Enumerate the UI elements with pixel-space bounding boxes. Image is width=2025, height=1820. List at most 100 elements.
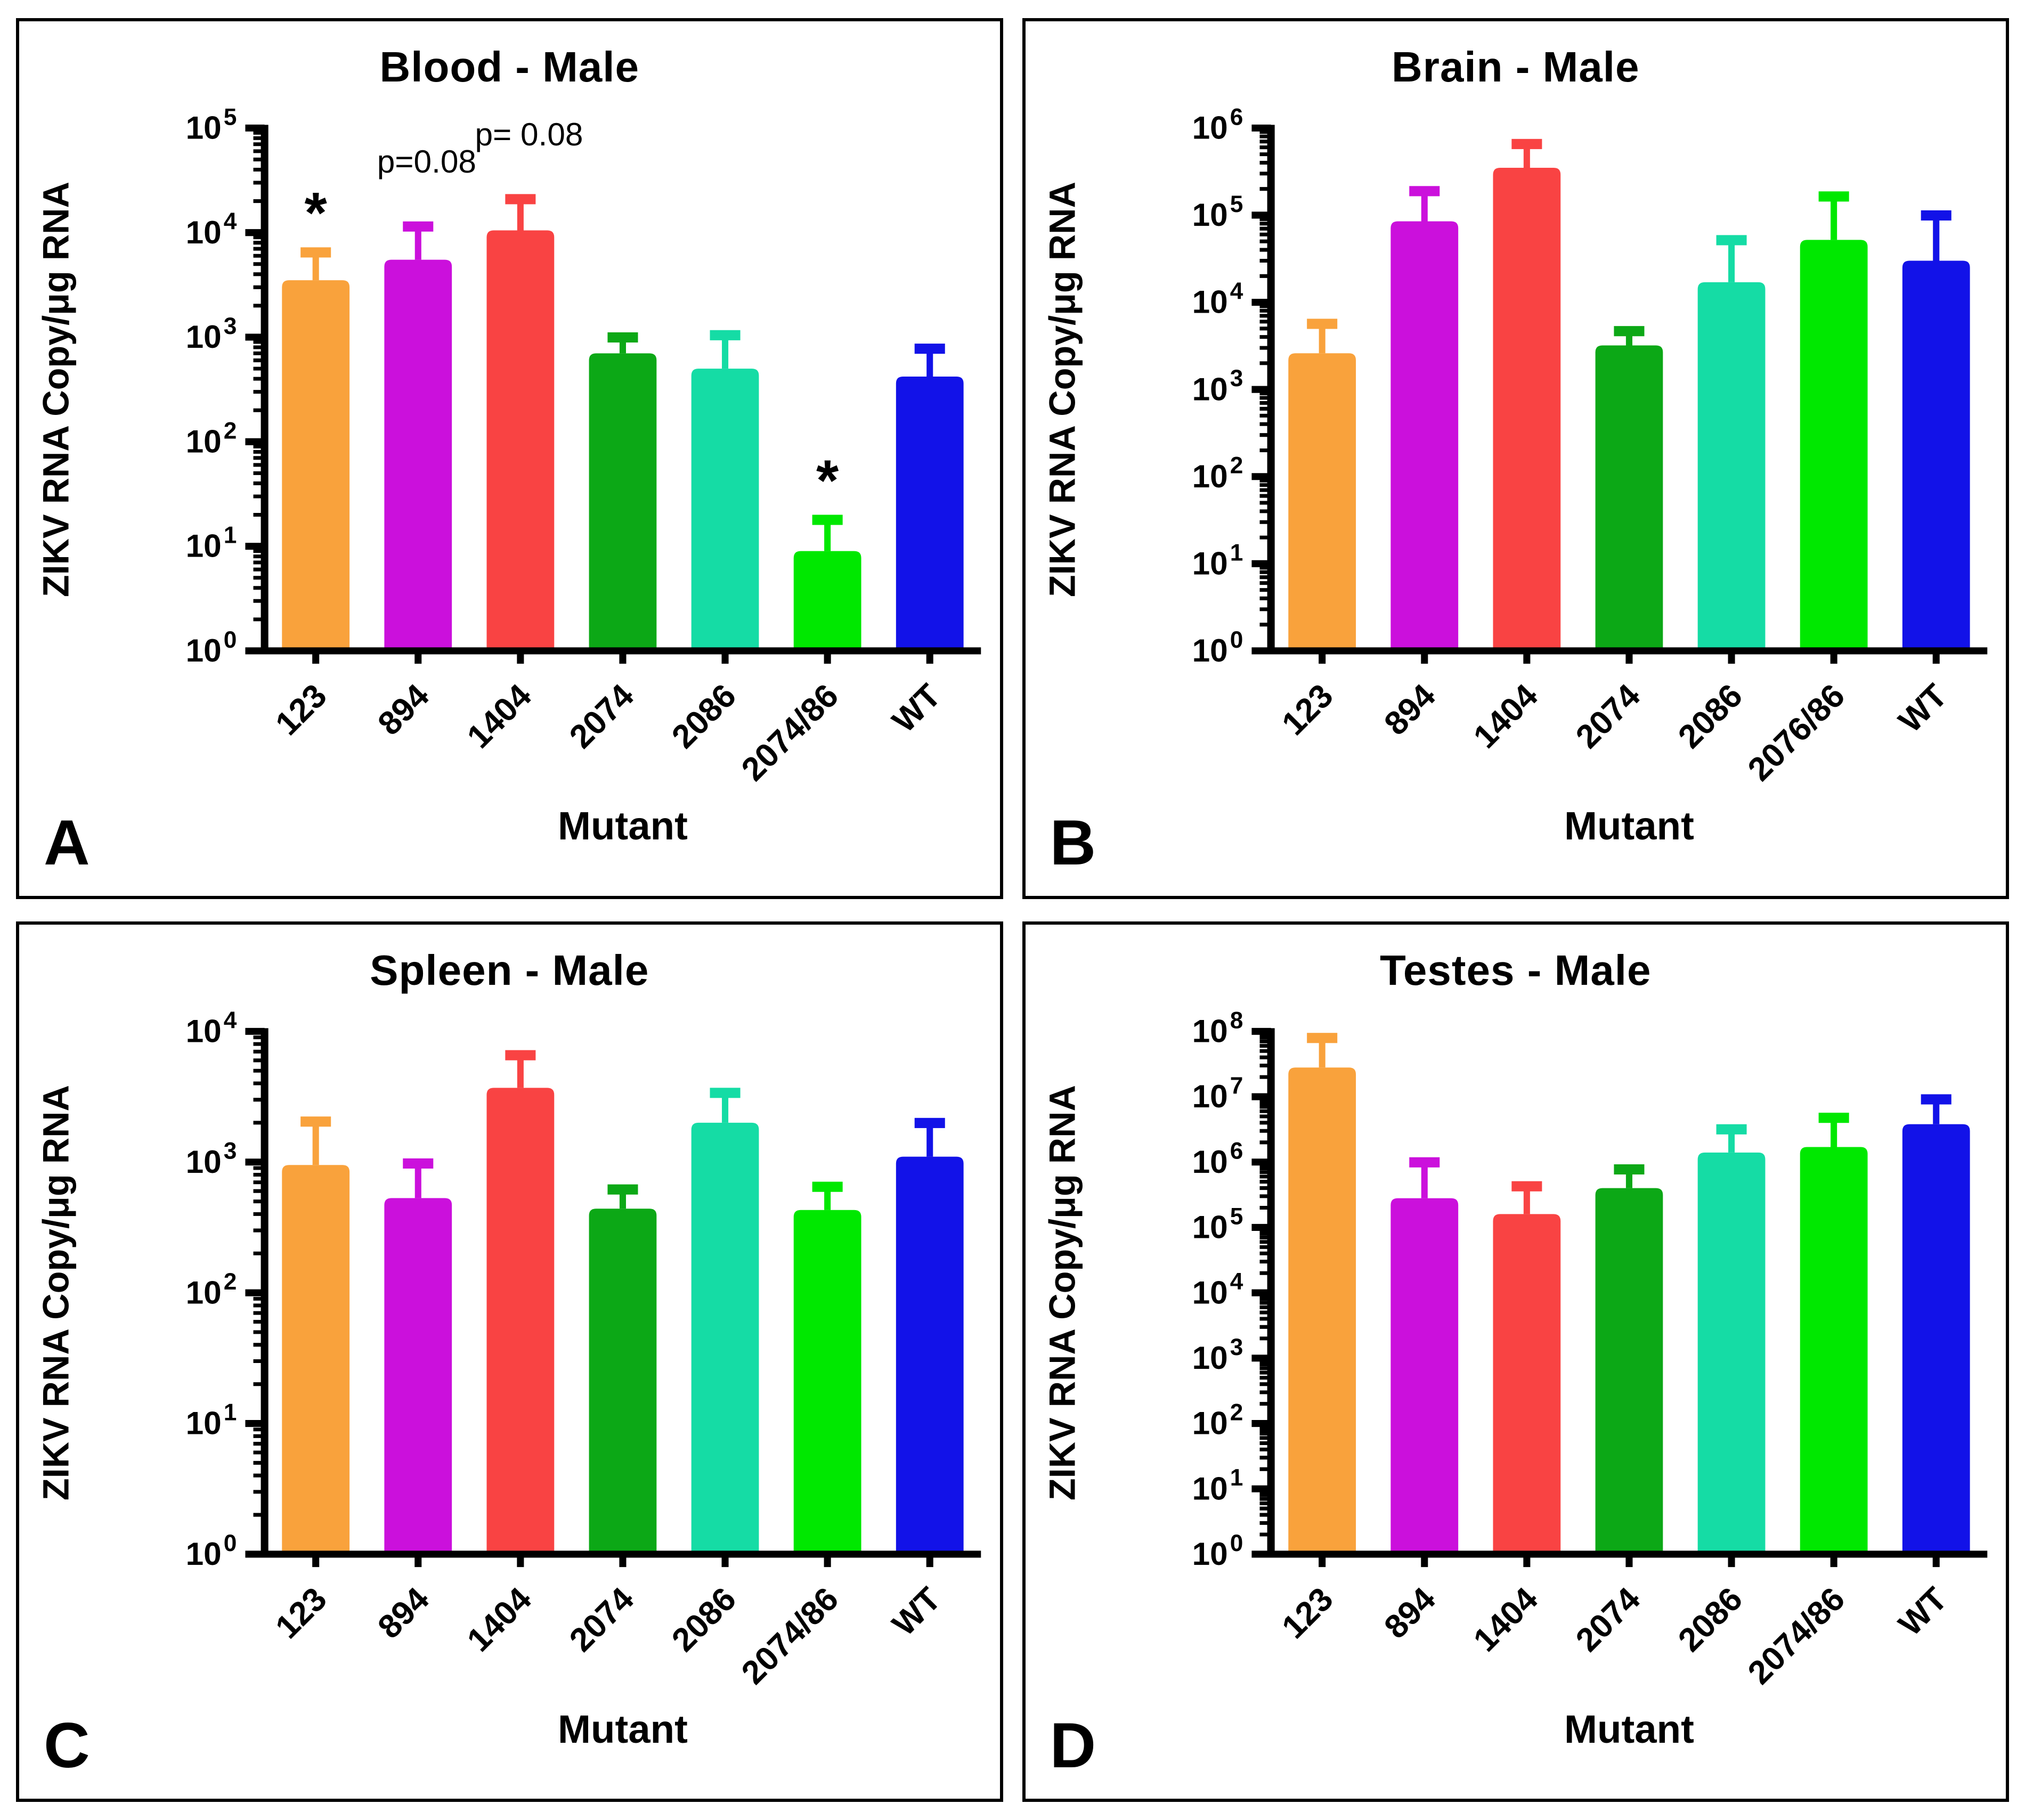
error-bar-cap <box>300 1116 331 1127</box>
y-tick-label: 105 <box>1192 191 1243 233</box>
error-bar-cap <box>1921 210 1951 221</box>
x-tick-label: 2074/86 <box>1741 1580 1852 1691</box>
panel-c: Spleen - Male 100 101 102 103 104 ZIKV RNA Co… <box>16 921 1003 1802</box>
bar <box>1697 282 1765 651</box>
panel-a: Blood - Male 100 101 102 103 104 105 ZIKV RNA … <box>16 18 1003 899</box>
y-tick-label: 104 <box>186 209 237 250</box>
error-bar-cap <box>607 332 638 343</box>
y-tick-label: 101 <box>1192 1465 1243 1506</box>
bar <box>1288 353 1356 651</box>
x-tick-label: 2086 <box>1671 1580 1750 1659</box>
bar <box>1492 1213 1560 1554</box>
x-tick-label: 2074 <box>563 1580 641 1659</box>
y-tick-label: 102 <box>1192 453 1243 494</box>
error-bar-cap <box>1613 326 1644 337</box>
p-value-label: p=0.08 <box>377 143 476 179</box>
error-bar-cap <box>1818 191 1849 202</box>
y-tick-label: 103 <box>186 313 237 355</box>
y-tick-label: 105 <box>186 104 237 145</box>
bar <box>1492 167 1560 651</box>
y-tick-label: 103 <box>1192 365 1243 407</box>
bar <box>1800 1146 1868 1554</box>
y-tick-label: 102 <box>186 418 237 459</box>
y-axis-title: ZIKV RNA Copy/μg RNA <box>1042 1085 1083 1500</box>
bar <box>1697 1152 1765 1554</box>
error-bar-cap <box>1306 319 1337 329</box>
error-bar-cap <box>1921 1093 1951 1105</box>
chart-c-svg: 100 101 102 103 104 ZIKV RNA Copy/μg RNA 123 89… <box>36 1007 981 1751</box>
y-tick-label: 103 <box>1192 1334 1243 1375</box>
bar <box>691 369 759 651</box>
x-tick-label: 123 <box>1275 678 1340 742</box>
chart-title: Testes - Male <box>1380 946 1652 994</box>
bar <box>793 1210 861 1554</box>
error-bar-cap <box>403 1158 434 1169</box>
error-bar-cap <box>403 221 434 232</box>
x-tick-label: 123 <box>269 678 334 742</box>
bar <box>691 1122 759 1554</box>
x-tick-label: 2086 <box>665 678 743 756</box>
x-tick-label: 123 <box>269 1580 334 1645</box>
panel-b: Brain - Male 100 101 102 103 104 105 106 ZIKV R… <box>1022 18 2009 899</box>
x-tick-label: WT <box>1891 1580 1954 1643</box>
x-tick-label: 2074 <box>563 677 641 755</box>
bar <box>1390 1198 1458 1554</box>
bar <box>282 1164 350 1554</box>
chart-title: Spleen - Male <box>370 946 649 994</box>
x-tick-label: 2074/86 <box>735 678 845 788</box>
bar <box>589 1208 657 1554</box>
chart-title: Brain - Male <box>1392 43 1640 91</box>
x-tick-label: 1404 <box>1467 677 1545 755</box>
bar <box>1595 345 1663 651</box>
y-tick-label: 104 <box>186 1007 237 1049</box>
y-axis-title: ZIKV RNA Copy/μg RNA <box>36 1085 77 1500</box>
y-tick-label: 101 <box>1192 540 1243 581</box>
bar <box>1902 260 1970 651</box>
error-bar-cap <box>1306 1032 1337 1043</box>
y-tick-label: 100 <box>186 627 237 668</box>
y-tick-label: 105 <box>1192 1203 1243 1245</box>
chart-title: Blood - Male <box>379 43 640 91</box>
bar <box>486 1087 555 1554</box>
error-bar-cap <box>1511 138 1542 149</box>
error-bar-cap <box>710 1087 741 1098</box>
x-tick-label: 894 <box>1377 1580 1443 1646</box>
error-bar-cap <box>1716 235 1747 246</box>
panel-letter: B <box>1050 806 1096 878</box>
error-bar-cap <box>505 1050 536 1060</box>
x-tick-label: 2074 <box>1569 677 1647 755</box>
y-tick-label: 100 <box>1192 627 1243 668</box>
x-tick-label: 2074 <box>1569 1580 1647 1659</box>
x-axis-title: Mutant <box>1564 1707 1694 1751</box>
y-tick-label: 100 <box>186 1530 237 1571</box>
bar <box>793 551 861 651</box>
error-bar-cap <box>1613 1164 1644 1174</box>
bar <box>486 230 555 651</box>
x-tick-label: 2086 <box>1671 678 1750 756</box>
y-tick-label: 104 <box>1192 279 1243 320</box>
bar <box>1902 1124 1970 1554</box>
bar <box>384 259 452 651</box>
x-tick-label: WT <box>885 678 948 740</box>
chart-a-svg: 100 101 102 103 104 105 ZIKV RNA Copy/μg RNA 12… <box>36 104 981 848</box>
x-tick-label: 1404 <box>460 677 539 755</box>
error-bar-cap <box>812 515 843 525</box>
panel-letter: C <box>44 1710 90 1781</box>
x-tick-label: 894 <box>371 1580 436 1646</box>
panel-d: Testes - Male 100 101 102 103 104 105 106 107 10… <box>1022 921 2009 1802</box>
x-tick-label: 123 <box>1275 1580 1340 1645</box>
y-tick-label: 101 <box>186 1399 237 1441</box>
panel-letter: D <box>1050 1710 1096 1781</box>
error-bar-cap <box>505 194 536 205</box>
y-tick-label: 102 <box>186 1269 237 1310</box>
x-tick-label: 894 <box>371 677 436 742</box>
bar <box>1288 1067 1356 1554</box>
error-bar-cap <box>607 1184 638 1195</box>
bar <box>282 280 350 651</box>
bar <box>1800 240 1868 651</box>
error-bar-cap <box>1818 1112 1849 1123</box>
x-axis-title: Mutant <box>558 1707 688 1751</box>
y-tick-label: 102 <box>1192 1399 1243 1441</box>
x-tick-label: WT <box>1891 678 1954 740</box>
x-tick-label: 1404 <box>1467 1580 1545 1659</box>
